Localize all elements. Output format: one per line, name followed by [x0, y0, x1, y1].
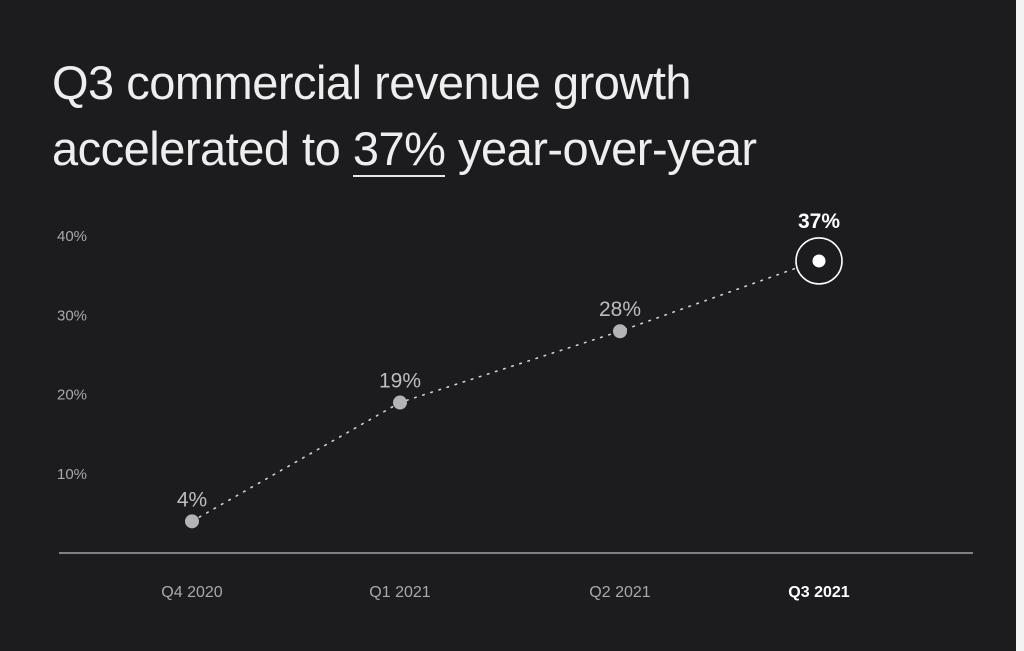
series-line — [191, 259, 820, 523]
x-tick-label: Q1 2021 — [369, 584, 430, 601]
headline-highlight-value: 37% — [352, 122, 446, 177]
x-axis-ticks: Q4 2020 Q1 2021 Q2 2021 Q3 2021 — [161, 584, 849, 601]
headline-line-1: Q3 commercial revenue growth — [52, 56, 692, 109]
y-axis-ticks: 10% 20% 30% 40% — [57, 228, 87, 483]
data-labels: 4% 19% 28% 37% — [177, 210, 841, 511]
data-point — [613, 324, 627, 339]
data-point — [393, 395, 407, 410]
y-tick-label: 20% — [57, 387, 87, 404]
x-tick-label: Q2 2021 — [589, 584, 650, 601]
data-point — [812, 254, 826, 268]
headline-suffix: year-over-year — [445, 122, 757, 175]
data-point — [185, 514, 199, 529]
data-points — [185, 237, 843, 529]
y-tick-label: 40% — [57, 228, 87, 245]
y-tick-label: 30% — [57, 307, 87, 324]
headline-prefix: accelerated to — [52, 122, 353, 175]
data-label: 19% — [379, 370, 421, 393]
data-label: 37% — [798, 210, 840, 233]
window-edge — [1016, 0, 1024, 651]
data-label: 28% — [599, 298, 641, 321]
chart-headline: Q3 commercial revenue growth accelerated … — [52, 50, 757, 182]
x-tick-label: Q3 2021 — [788, 584, 849, 601]
y-tick-label: 10% — [57, 466, 87, 483]
data-label: 4% — [177, 488, 207, 511]
x-tick-label: Q4 2020 — [161, 584, 222, 601]
